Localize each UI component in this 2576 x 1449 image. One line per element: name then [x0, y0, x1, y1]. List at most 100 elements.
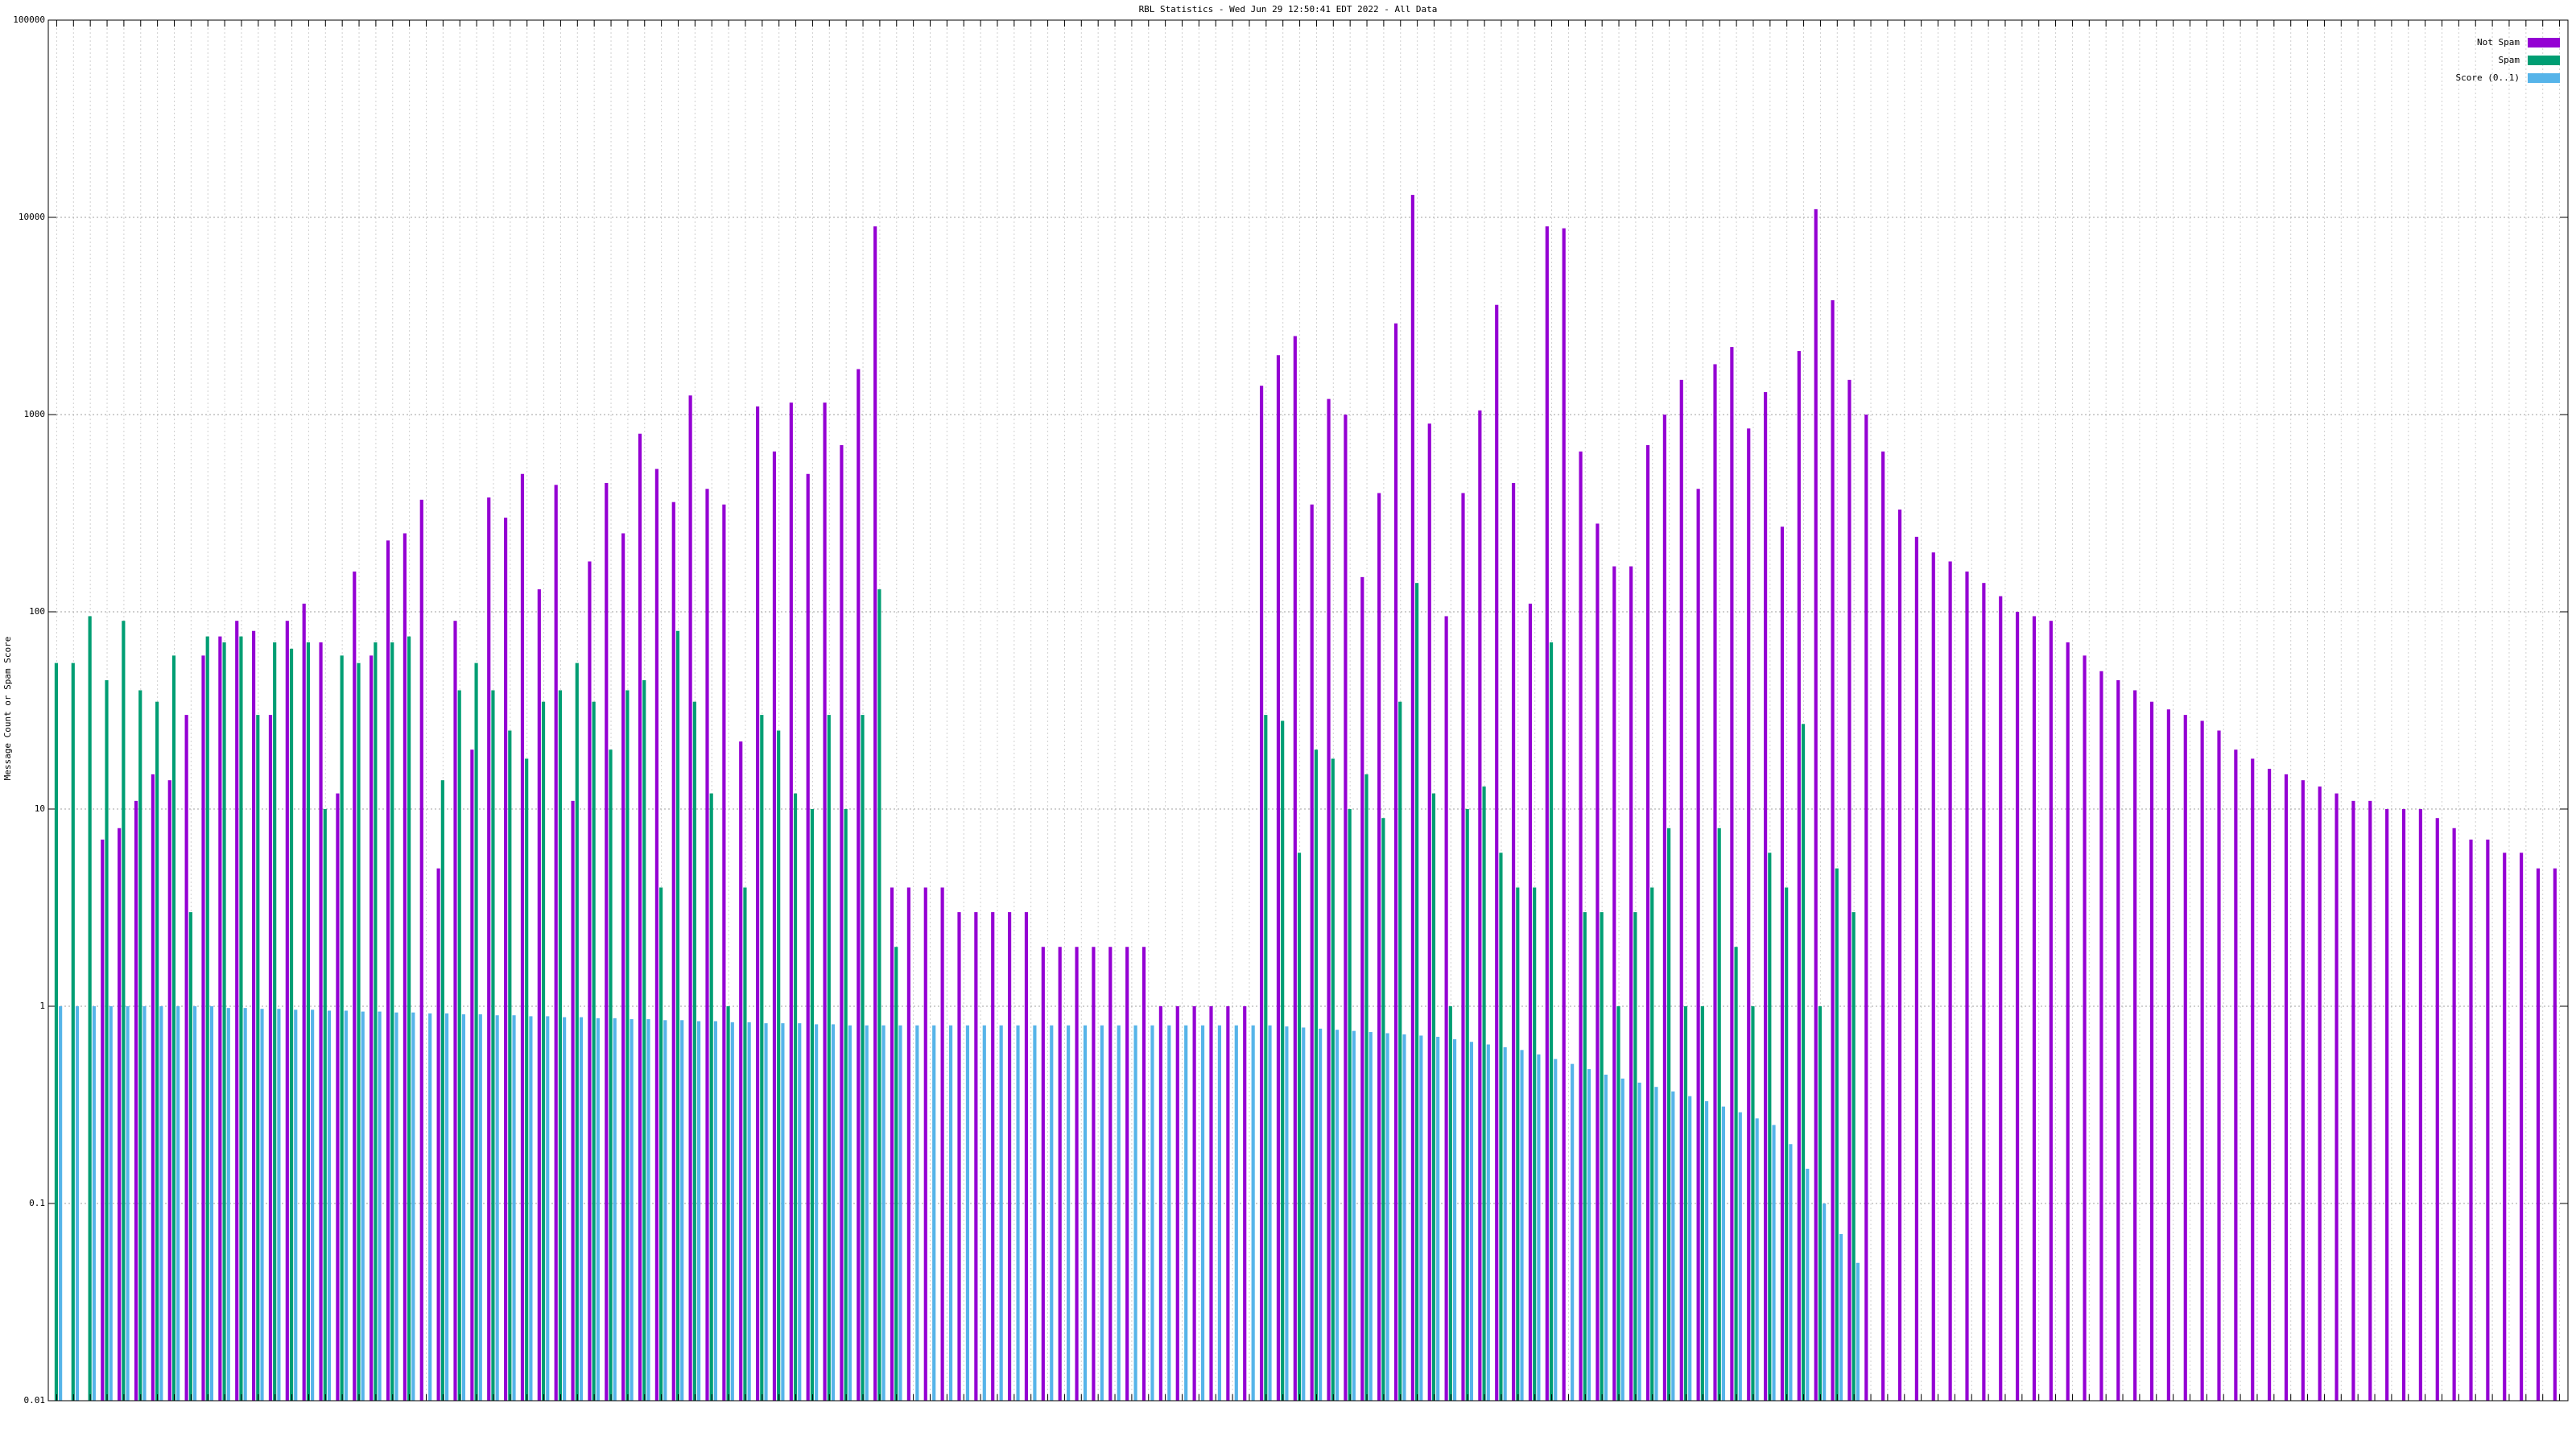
- bar: [239, 636, 243, 1401]
- bar: [444, 1013, 449, 1401]
- bar: [1931, 552, 1935, 1401]
- bar: [1503, 1046, 1507, 1401]
- bar: [2183, 715, 2187, 1401]
- bar: [336, 793, 340, 1401]
- bar: [1645, 444, 1650, 1402]
- bar: [613, 1018, 617, 1401]
- bar: [440, 780, 444, 1401]
- bar: [205, 636, 209, 1401]
- bar: [1310, 504, 1314, 1401]
- bar: [1167, 1025, 1171, 1401]
- bar: [1806, 1168, 1810, 1401]
- bar: [1713, 364, 1717, 1401]
- bar: [92, 1006, 96, 1401]
- bar: [1600, 912, 1604, 1401]
- bar: [378, 1011, 382, 1401]
- bar: [932, 1025, 936, 1401]
- bar: [1293, 336, 1297, 1402]
- bar: [537, 589, 541, 1401]
- bar: [1738, 1112, 1742, 1401]
- bar: [1587, 1069, 1591, 1401]
- bar: [260, 1009, 264, 1401]
- bar: [2520, 852, 2524, 1401]
- bar: [659, 887, 663, 1401]
- bar: [353, 571, 357, 1401]
- bar: [1427, 423, 1431, 1401]
- bar: [1864, 415, 1868, 1401]
- bar: [525, 758, 529, 1401]
- bar: [1461, 493, 1465, 1401]
- bar: [1141, 947, 1146, 1401]
- bar: [2234, 749, 2238, 1401]
- bar: [823, 402, 827, 1401]
- bar: [361, 1011, 365, 1401]
- bar: [1348, 809, 1352, 1401]
- legend-label: Spam: [2499, 55, 2520, 65]
- bar: [1721, 1106, 1726, 1401]
- bar: [1344, 415, 1348, 1401]
- bar: [726, 1006, 730, 1401]
- bar: [844, 809, 848, 1401]
- bar: [2368, 800, 2372, 1401]
- bar: [88, 616, 92, 1401]
- bar: [764, 1023, 768, 1401]
- bar: [2284, 774, 2289, 1401]
- legend-label: Score (0..1): [2456, 72, 2520, 83]
- bar: [1175, 1006, 1179, 1401]
- bar: [831, 1024, 836, 1401]
- bar: [1478, 410, 1482, 1402]
- bar: [1125, 947, 1129, 1401]
- bar: [1789, 1144, 1793, 1401]
- bar: [713, 1021, 718, 1401]
- bar: [109, 1006, 113, 1401]
- bar: [1533, 887, 1537, 1401]
- bar: [1520, 1050, 1524, 1401]
- bar: [222, 642, 226, 1401]
- bar: [2301, 780, 2305, 1401]
- bar: [1549, 642, 1554, 1401]
- bar: [1360, 576, 1364, 1401]
- bar: [1041, 947, 1045, 1401]
- bar: [1436, 1036, 1440, 1401]
- bar: [861, 715, 865, 1401]
- bar: [402, 533, 407, 1402]
- bar: [1268, 1025, 1272, 1401]
- bar: [1331, 758, 1335, 1401]
- bar: [529, 1016, 533, 1401]
- bar: [991, 912, 995, 1401]
- bar: [1571, 1063, 1575, 1401]
- bar: [285, 621, 289, 1401]
- bar: [1024, 912, 1029, 1401]
- bar: [487, 497, 491, 1401]
- bar: [1264, 715, 1268, 1401]
- bar: [252, 630, 256, 1401]
- bar: [1419, 1035, 1423, 1401]
- bar: [1688, 1096, 1692, 1401]
- bar: [126, 1006, 130, 1401]
- bar: [680, 1020, 684, 1401]
- bar: [311, 1009, 315, 1401]
- bar: [2351, 800, 2355, 1401]
- bar: [474, 663, 478, 1401]
- bar: [625, 690, 630, 1401]
- bar: [1852, 912, 1856, 1401]
- bar: [1133, 1025, 1137, 1401]
- bar: [609, 749, 613, 1401]
- bar: [1629, 566, 1633, 1401]
- bar: [756, 406, 760, 1402]
- bar: [1797, 351, 1801, 1401]
- bar: [1747, 428, 1751, 1401]
- bar: [1679, 379, 1683, 1401]
- bar: [1393, 323, 1398, 1401]
- bar: [453, 621, 457, 1401]
- bar: [705, 489, 709, 1401]
- bar: [1335, 1030, 1340, 1401]
- bar: [1583, 912, 1587, 1401]
- bar: [546, 1016, 550, 1401]
- bar: [1327, 398, 1331, 1401]
- bar: [1150, 1025, 1154, 1401]
- bar: [1662, 415, 1666, 1401]
- bar: [155, 701, 159, 1401]
- legend-swatch: [2528, 56, 2560, 65]
